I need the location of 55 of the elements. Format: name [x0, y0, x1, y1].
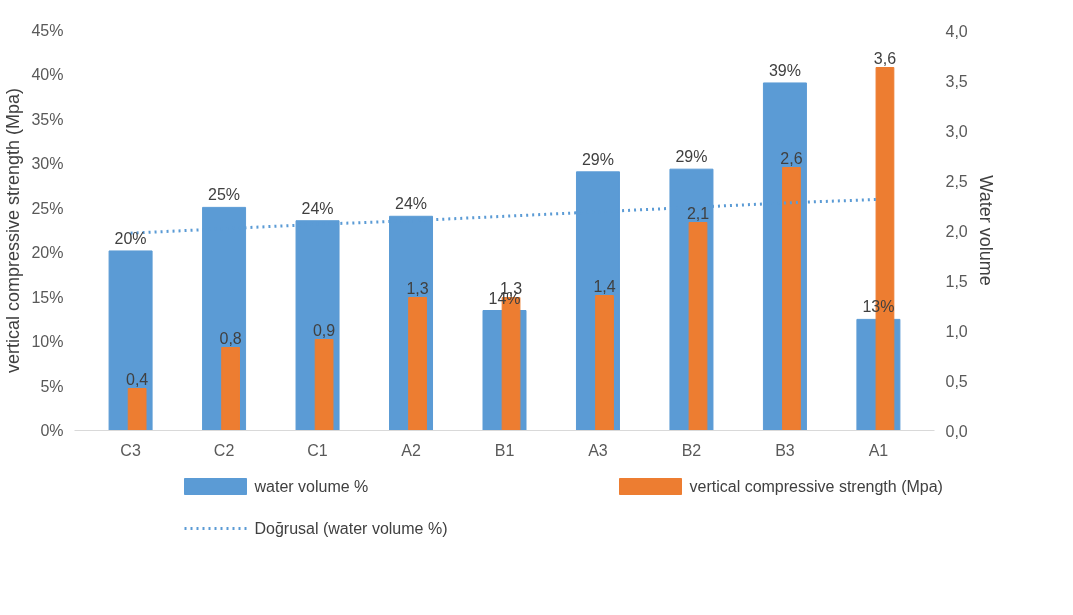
x-tick-label: C1	[307, 441, 328, 459]
y-axis-title: vertical compressive strength (Mpa)	[3, 87, 24, 374]
x-tick-label: A1	[868, 441, 889, 459]
y2-tick-label: 0,0	[945, 422, 968, 440]
y2-tick-label: 1,0	[945, 322, 968, 340]
y-tick-label: 25%	[31, 199, 64, 217]
bar	[314, 339, 334, 431]
y-tick-label: 35%	[31, 110, 64, 128]
y2-tick-label: 2,5	[945, 172, 968, 190]
y2-axis-title: Water volume	[975, 175, 996, 286]
bar	[108, 250, 153, 431]
y2-tick-label: 1,5	[945, 272, 968, 290]
y-tick-label: 20%	[31, 244, 64, 262]
y-tick-label: 40%	[31, 66, 64, 84]
bar	[127, 388, 147, 431]
y-tick-label: 45%	[31, 22, 64, 39]
x-tick-label: B3	[775, 441, 795, 459]
legend-label: Doğrusal (water volume %)	[254, 520, 448, 537]
legend-label: vertical compressive strength (Mpa)	[689, 478, 943, 495]
y-tick-label: 0%	[40, 422, 64, 439]
data-label: 24%	[395, 195, 428, 213]
y2-tick-label: 2,0	[945, 222, 968, 240]
data-label: 29%	[675, 148, 708, 166]
data-label: 2,6	[780, 149, 803, 167]
y2-tick-label: 3,0	[945, 122, 968, 140]
y2-tick-label: 4,0	[945, 22, 968, 40]
x-tick-label: B1	[494, 441, 515, 459]
bar	[782, 167, 801, 431]
y-tick-label: 15%	[31, 288, 64, 306]
data-label: 1,4	[593, 277, 616, 295]
x-tick-label: A3	[588, 441, 608, 459]
data-label: 0,8	[219, 329, 242, 347]
bar	[221, 347, 240, 431]
data-label: 29%	[581, 150, 614, 168]
y-tick-label: 5%	[40, 377, 64, 395]
data-label: 3,6	[873, 49, 897, 67]
x-tick-label: C2	[213, 441, 235, 459]
data-label: 24%	[301, 199, 334, 217]
bar	[408, 297, 427, 431]
y-tick-label: 10%	[31, 333, 64, 351]
x-tick-label: B2	[681, 441, 702, 459]
bar	[595, 295, 614, 431]
y2-tick-label: 3,5	[945, 72, 968, 90]
y2-tick-label: 0,5	[945, 372, 968, 390]
data-label: 2,1	[686, 204, 710, 222]
data-label: 39%	[768, 61, 801, 79]
data-label: 0,9	[312, 321, 336, 339]
data-label: 20%	[114, 229, 147, 247]
data-label: 1,3	[406, 279, 429, 297]
x-tick-label: C3	[120, 441, 141, 459]
x-tick-label: A2	[401, 441, 421, 459]
data-label: 0,4	[126, 370, 149, 388]
legend-label: water volume %	[253, 478, 369, 495]
y-tick-label: 30%	[31, 155, 64, 173]
data-label: 25%	[208, 186, 241, 204]
